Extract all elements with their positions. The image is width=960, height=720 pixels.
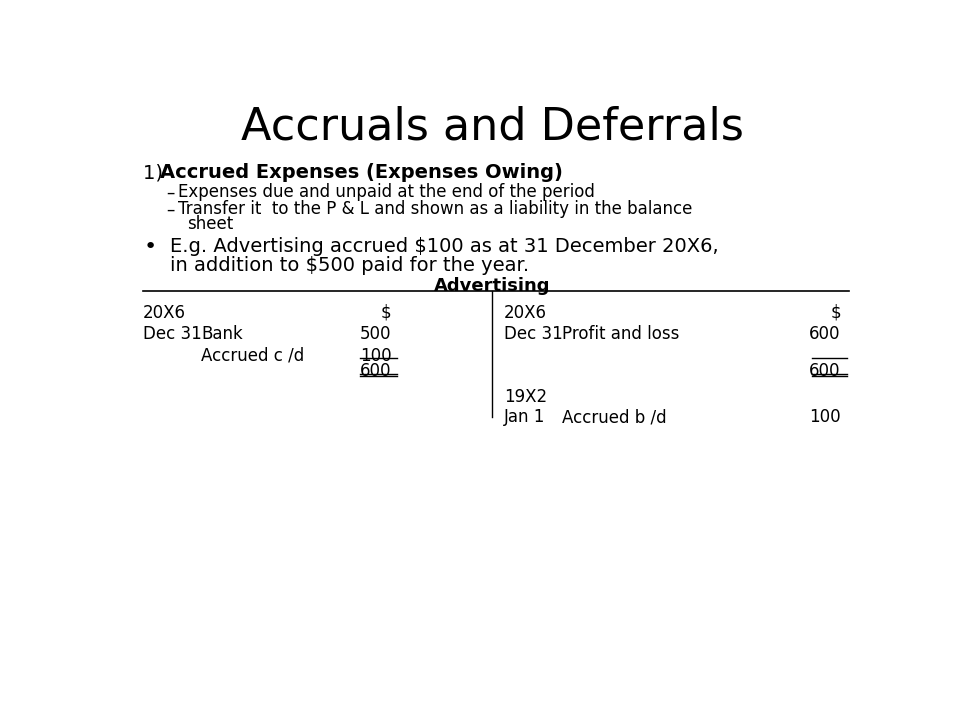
Text: Accrued Expenses (Expenses Owing): Accrued Expenses (Expenses Owing) [160, 163, 564, 182]
Text: in addition to $500 paid for the year.: in addition to $500 paid for the year. [170, 256, 530, 275]
Text: E.g. Advertising accrued $100 as at 31 December 20X6,: E.g. Advertising accrued $100 as at 31 D… [170, 238, 719, 256]
Text: Dec 31: Dec 31 [504, 325, 563, 343]
Text: 20X6: 20X6 [143, 304, 186, 322]
Text: Profit and loss: Profit and loss [562, 325, 679, 343]
Text: 19X2: 19X2 [504, 388, 547, 406]
Text: 600: 600 [809, 325, 841, 343]
Text: sheet: sheet [187, 215, 233, 233]
Text: 600: 600 [809, 362, 841, 380]
Text: Accruals and Deferrals: Accruals and Deferrals [241, 106, 743, 148]
Text: –: – [166, 184, 175, 202]
Text: Transfer it  to the P & L and shown as a liability in the balance: Transfer it to the P & L and shown as a … [179, 200, 692, 218]
Text: Dec 31: Dec 31 [143, 325, 202, 343]
Text: 100: 100 [809, 408, 841, 426]
Text: 1): 1) [143, 163, 170, 182]
Text: 500: 500 [360, 325, 392, 343]
Text: –: – [166, 200, 175, 218]
Text: Accrued b /d: Accrued b /d [562, 408, 666, 426]
Text: $: $ [830, 304, 841, 322]
Text: Bank: Bank [202, 325, 243, 343]
Text: 100: 100 [360, 346, 392, 364]
Text: Accrued c /d: Accrued c /d [202, 346, 304, 364]
Text: 600: 600 [360, 362, 392, 380]
Text: Advertising: Advertising [434, 277, 550, 295]
Text: Jan 1: Jan 1 [504, 408, 545, 426]
Text: $: $ [380, 304, 392, 322]
Text: 20X6: 20X6 [504, 304, 546, 322]
Text: Expenses due and unpaid at the end of the period: Expenses due and unpaid at the end of th… [179, 184, 595, 202]
Text: •: • [143, 238, 156, 257]
